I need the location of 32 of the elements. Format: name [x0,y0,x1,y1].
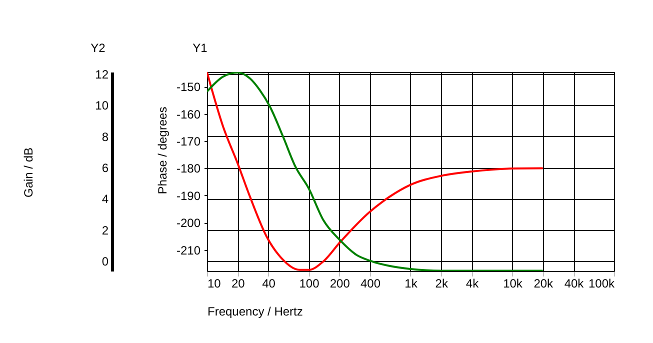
x-tick-label: 10 [208,276,222,290]
x-tick-label: 100k [588,276,616,290]
y2-tick-label: 8 [102,130,109,144]
x-tick-label: 400 [360,276,381,290]
y2-tick-label: 12 [95,68,109,82]
x-tick-label: 10k [503,276,524,290]
x-axis-title: Frequency / Hertz [208,304,303,318]
x-tick-label: 40 [262,276,276,290]
x-tick-label: 1k [404,276,418,290]
y-tick-label: -160 [176,107,201,122]
x-tick-label: 2k [435,276,449,290]
text: Y1 [192,41,208,55]
y-tick-label: -180 [176,162,201,176]
x-tick-label: 200 [330,276,350,290]
y-tick-label: -170 [176,134,201,149]
y2-axis-title: Gain / dB [22,147,36,198]
text: Y2 [90,41,106,55]
y2-tick-label: 2 [102,223,109,238]
y-tick-label: -190 [176,188,201,203]
y2-tick-label: 0 [102,254,109,269]
y2-tick-label: 6 [102,161,109,176]
y2-tick-label: 10 [95,98,109,113]
x-tick-label: 40k [564,276,585,290]
y-tick-label: -150 [176,80,201,94]
y-axis-title: Phase / degrees [156,106,170,194]
y-tick-label: -200 [176,216,201,230]
x-tick-label: 20 [231,276,246,290]
x-tick-label: 100 [299,276,320,290]
y2-tick-label: 4 [102,192,109,206]
y-tick-label: -210 [176,243,201,258]
x-tick-label: 20k [534,276,554,290]
x-tick-label: 4k [466,276,480,290]
